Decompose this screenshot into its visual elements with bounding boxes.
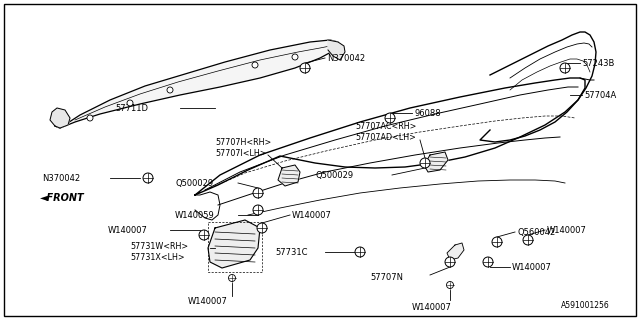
Text: N370042: N370042 <box>327 53 365 62</box>
Text: Q500029: Q500029 <box>175 179 213 188</box>
Circle shape <box>523 235 533 245</box>
Text: A591001256: A591001256 <box>561 301 610 310</box>
Text: 57711D: 57711D <box>115 103 148 113</box>
Text: Q560042: Q560042 <box>517 228 556 236</box>
Circle shape <box>87 115 93 121</box>
Circle shape <box>257 223 267 233</box>
Text: W140007: W140007 <box>512 262 552 271</box>
Text: 57731W<RH>
57731X<LH>: 57731W<RH> 57731X<LH> <box>130 242 188 262</box>
Text: 96088: 96088 <box>414 108 440 117</box>
Text: ◄FRONT: ◄FRONT <box>40 193 84 203</box>
Polygon shape <box>328 40 345 60</box>
Circle shape <box>167 87 173 93</box>
Circle shape <box>300 63 310 73</box>
Polygon shape <box>447 243 464 260</box>
Text: Q500029: Q500029 <box>315 171 353 180</box>
Text: 57707H<RH>
57707I<LH>: 57707H<RH> 57707I<LH> <box>215 138 271 158</box>
Circle shape <box>143 173 153 183</box>
Polygon shape <box>50 108 70 128</box>
Polygon shape <box>424 152 448 172</box>
Circle shape <box>253 205 263 215</box>
Polygon shape <box>55 40 338 128</box>
Circle shape <box>228 275 236 282</box>
Circle shape <box>252 62 258 68</box>
Text: W140007: W140007 <box>547 226 587 235</box>
Circle shape <box>253 188 263 198</box>
Polygon shape <box>208 220 260 268</box>
Text: 57707AC<RH>
57707AD<LH>: 57707AC<RH> 57707AD<LH> <box>355 122 417 142</box>
Polygon shape <box>278 165 300 186</box>
Text: N370042: N370042 <box>42 173 80 182</box>
Text: W140007: W140007 <box>188 298 228 307</box>
Circle shape <box>560 63 570 73</box>
Circle shape <box>199 230 209 240</box>
Circle shape <box>127 100 133 106</box>
Circle shape <box>385 113 395 123</box>
Circle shape <box>492 237 502 247</box>
Text: W140007: W140007 <box>108 226 148 235</box>
Circle shape <box>292 54 298 60</box>
Text: W140059: W140059 <box>175 211 215 220</box>
Text: 57243B: 57243B <box>582 59 614 68</box>
Text: 57707N: 57707N <box>370 274 403 283</box>
Circle shape <box>445 257 455 267</box>
Circle shape <box>355 247 365 257</box>
Text: 57704A: 57704A <box>584 91 616 100</box>
Text: W140007: W140007 <box>412 302 452 311</box>
Circle shape <box>447 282 454 289</box>
Circle shape <box>483 257 493 267</box>
Text: 57731C: 57731C <box>275 247 307 257</box>
Circle shape <box>420 158 430 168</box>
Text: W140007: W140007 <box>292 211 332 220</box>
